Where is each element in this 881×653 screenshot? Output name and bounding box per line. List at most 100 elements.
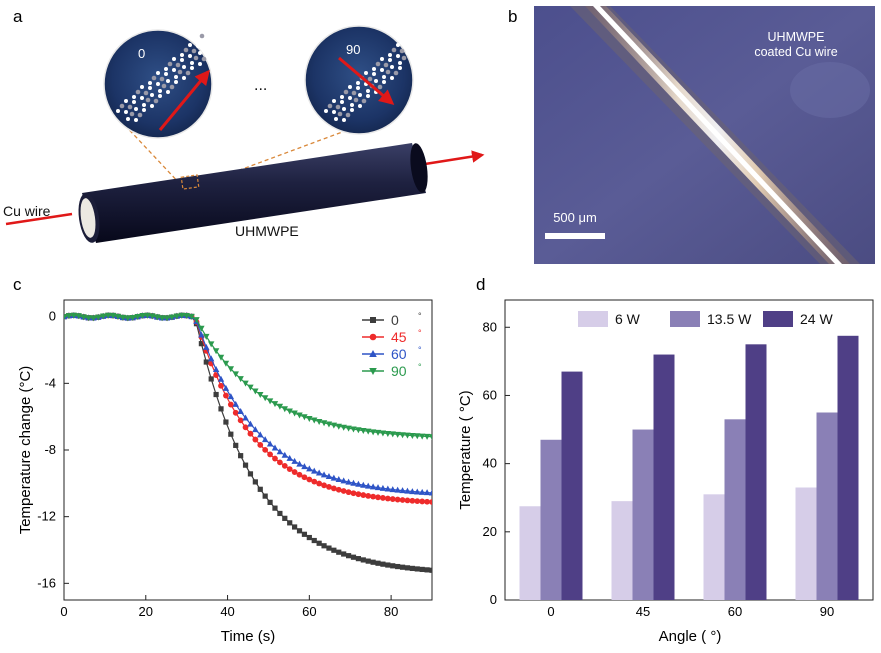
data-point [321, 543, 327, 549]
data-point [379, 430, 387, 437]
data-point [429, 567, 432, 573]
hydrogen-atom-icon [332, 99, 336, 103]
legend-label-90: 90 [391, 363, 407, 379]
data-point [266, 398, 274, 405]
data-point [384, 485, 392, 492]
inset-angle-0: 0 [138, 46, 145, 61]
bar-6W-90 [795, 487, 817, 600]
data-point [80, 314, 87, 321]
data-point [158, 315, 166, 322]
hydrogen-atom-icon [148, 86, 152, 90]
data-point [291, 457, 298, 464]
data-point [168, 314, 176, 321]
data-point [395, 563, 401, 570]
data-point [306, 415, 313, 422]
data-point [247, 471, 254, 477]
data-point [149, 313, 156, 320]
bar-6W-45 [611, 501, 633, 600]
carbon-atom-icon [345, 112, 351, 118]
data-point [345, 425, 352, 432]
bar-13.5W-60 [724, 419, 746, 600]
carbon-atom-icon [143, 90, 149, 96]
data-point [252, 479, 258, 485]
inset-angle-90: 90 [346, 42, 360, 57]
data-point [70, 312, 78, 319]
data-point [418, 433, 426, 440]
data-point [428, 489, 432, 496]
data-point [389, 486, 396, 493]
hydrogen-atom-icon [158, 94, 162, 98]
carbon-atom-icon [391, 47, 397, 53]
data-point [227, 393, 235, 400]
data-point [414, 488, 421, 495]
data-point [104, 312, 112, 319]
data-point [277, 510, 283, 517]
data-point [418, 488, 426, 495]
hydrogen-atom-icon [358, 93, 362, 97]
data-point [217, 375, 225, 382]
carbon-atom-icon [393, 70, 399, 76]
legend-unit: ° [418, 311, 422, 321]
x-tick-label: 40 [220, 604, 234, 619]
data-point [261, 395, 269, 402]
data-point [208, 341, 215, 348]
data-point [394, 486, 401, 493]
data-point [325, 421, 333, 428]
hydrogen-atom-icon [148, 81, 152, 85]
data-point [315, 418, 323, 425]
hydrogen-atom-icon [126, 117, 130, 121]
data-point [394, 431, 401, 438]
y-tick-label: 80 [483, 319, 497, 334]
data-point [227, 401, 234, 408]
data-point [267, 451, 273, 458]
data-point [306, 465, 313, 472]
data-point [360, 492, 367, 498]
scale-bar-label: 500 μm [553, 210, 597, 225]
carbon-atom-icon [161, 83, 167, 89]
data-point [64, 314, 68, 321]
data-point [144, 312, 151, 319]
hydrogen-atom-icon [380, 68, 384, 72]
data-point [291, 469, 298, 475]
hydrogen-atom-icon [196, 44, 200, 48]
bar-chart-legend: 6 W 13.5 W 24 W [578, 311, 833, 327]
data-point [423, 489, 431, 496]
data-point [296, 460, 303, 467]
carbon-atom-icon [361, 98, 367, 104]
data-point [404, 565, 411, 571]
x-tick-label: 0 [547, 604, 554, 619]
cu-wire-label: Cu wire [3, 203, 51, 219]
data-point [306, 534, 312, 541]
y-tick-label: 0 [49, 309, 56, 324]
data-point [306, 476, 313, 483]
data-point [208, 355, 215, 362]
hydrogen-atom-icon [174, 80, 178, 84]
hydrogen-atom-icon [324, 109, 328, 113]
data-point [311, 417, 318, 424]
carbon-atom-icon [135, 89, 141, 95]
hydrogen-atom-icon [180, 53, 184, 57]
data-point [360, 481, 367, 488]
data-point [350, 479, 357, 486]
data-point [286, 466, 293, 472]
carbon-atom-icon [193, 55, 199, 61]
carbon-atom-icon [327, 103, 333, 109]
data-point [262, 446, 269, 453]
data-point [272, 455, 278, 462]
data-point [242, 414, 249, 421]
data-point [238, 453, 244, 459]
data-point [370, 493, 377, 500]
y-tick-label: -4 [44, 375, 56, 390]
data-point [217, 354, 225, 361]
data-point [331, 547, 337, 553]
data-point [114, 313, 122, 320]
panel-label-b: b [508, 7, 517, 26]
hydrogen-atom-icon [398, 66, 402, 70]
series-line-90 [64, 314, 432, 438]
hydrogen-atom-icon [188, 43, 192, 47]
hydrogen-atom-icon [204, 29, 208, 33]
line-chart-series [64, 311, 432, 573]
panel-label-d: d [476, 275, 485, 294]
data-point [369, 429, 377, 436]
data-point [404, 497, 411, 504]
